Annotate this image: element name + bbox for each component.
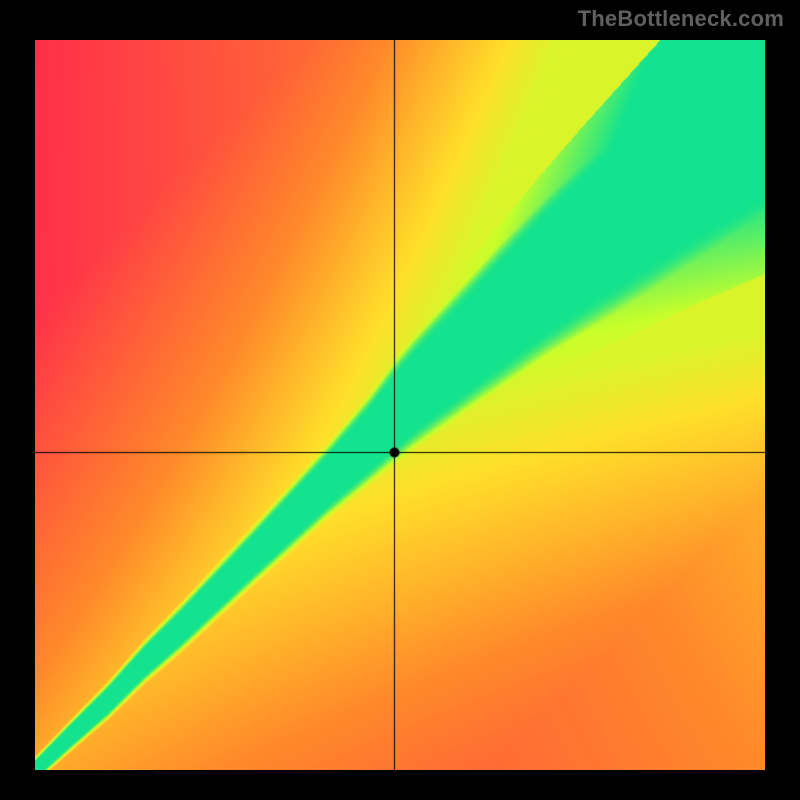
attribution-text: TheBottleneck.com (578, 6, 784, 32)
heatmap-canvas (35, 40, 765, 770)
heatmap-plot (35, 40, 765, 770)
chart-container: TheBottleneck.com (0, 0, 800, 800)
